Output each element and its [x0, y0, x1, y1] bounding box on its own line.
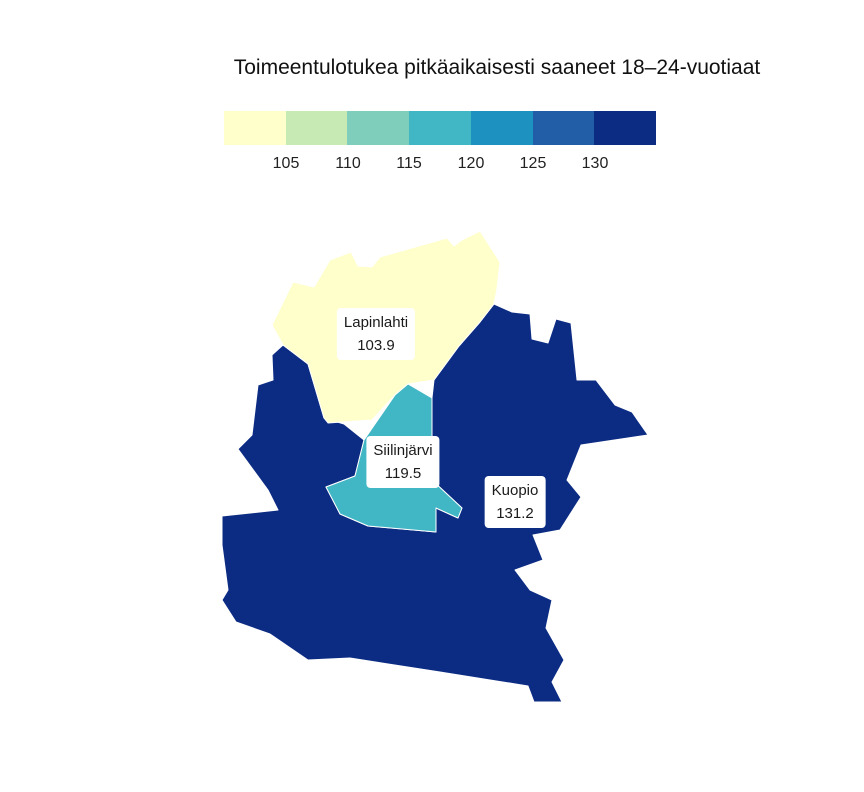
legend-tick-label: 120 — [457, 155, 485, 172]
map-title: Toimeentulotukea pitkäaikaisesti saaneet… — [233, 56, 761, 79]
legend-swatch — [594, 111, 657, 145]
legend-tick-label: 125 — [519, 155, 547, 172]
region-label-kuopio: Kuopio 131.2 — [484, 476, 546, 528]
region-label-lapinlahti: Lapinlahti 103.9 — [336, 308, 416, 360]
legend-tick-label: 115 — [396, 155, 422, 172]
region-name: Siilinjärvi — [373, 442, 433, 459]
legend-color-bar — [224, 111, 657, 145]
legend-swatch — [532, 111, 595, 145]
region-name: Lapinlahti — [343, 314, 409, 331]
legend-swatch — [285, 111, 348, 145]
legend-swatch — [347, 111, 410, 145]
color-legend: 105 110 115 120 125 130 — [224, 111, 657, 181]
legend-tick-label: 130 — [581, 155, 609, 172]
legend-tick-label: 105 — [272, 155, 300, 172]
legend-swatch — [224, 111, 286, 145]
legend-swatch — [409, 111, 471, 145]
region-label-siilinjarvi: Siilinjärvi 119.5 — [366, 436, 440, 488]
region-value: 131.2 — [496, 505, 534, 522]
region-name: Kuopio — [491, 482, 539, 499]
region-value: 103.9 — [357, 337, 395, 354]
region-value: 119.5 — [384, 465, 422, 482]
legend-swatch — [470, 111, 533, 145]
legend-tick-label: 110 — [335, 155, 361, 172]
